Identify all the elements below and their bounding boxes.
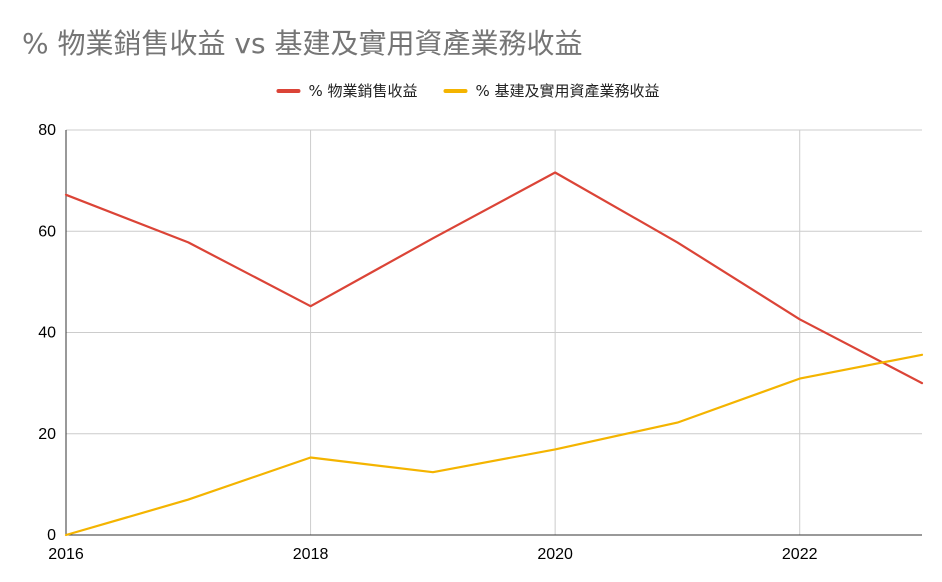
x-tick-label: 2016 [48,546,84,563]
tick-labels: 0 20 40 60 80 2016 2018 2020 2022 [38,122,817,563]
y-tick-label: 60 [38,223,56,240]
chart-title: % 物業銷售收益 vs 基建及實用資產業務收益 [22,27,583,60]
y-tick-label: 80 [38,122,56,139]
legend-label: % 物業銷售收益 [308,82,417,100]
x-tick-label: 2020 [537,546,573,563]
y-tick-label: 40 [38,325,56,342]
series-lines [64,171,924,537]
series-line-1 [64,171,924,385]
x-tick-label: 2018 [293,546,329,563]
y-tick-label: 20 [38,426,56,443]
legend-label: % 基建及實用資產業務收益 [476,82,660,100]
series-line-2 [64,353,924,537]
y-tick-label: 0 [47,527,56,544]
axes [65,130,922,536]
legend: % 物業銷售收益 % 基建及實用資產業務收益 [276,82,660,100]
grid-lines [66,129,922,535]
x-tick-label: 2022 [782,546,818,563]
